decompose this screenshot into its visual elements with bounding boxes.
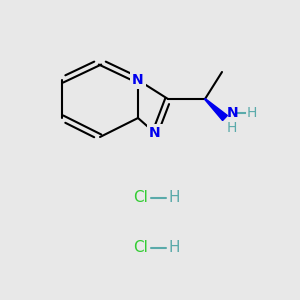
Polygon shape (205, 99, 227, 121)
Text: H: H (168, 241, 179, 256)
Text: H: H (247, 106, 257, 120)
Text: N: N (227, 106, 238, 120)
Text: Cl: Cl (133, 241, 148, 256)
Text: H: H (227, 121, 237, 135)
Text: Cl: Cl (133, 190, 148, 206)
Text: N: N (132, 73, 144, 87)
Text: N: N (149, 126, 161, 140)
Text: H: H (168, 190, 179, 206)
